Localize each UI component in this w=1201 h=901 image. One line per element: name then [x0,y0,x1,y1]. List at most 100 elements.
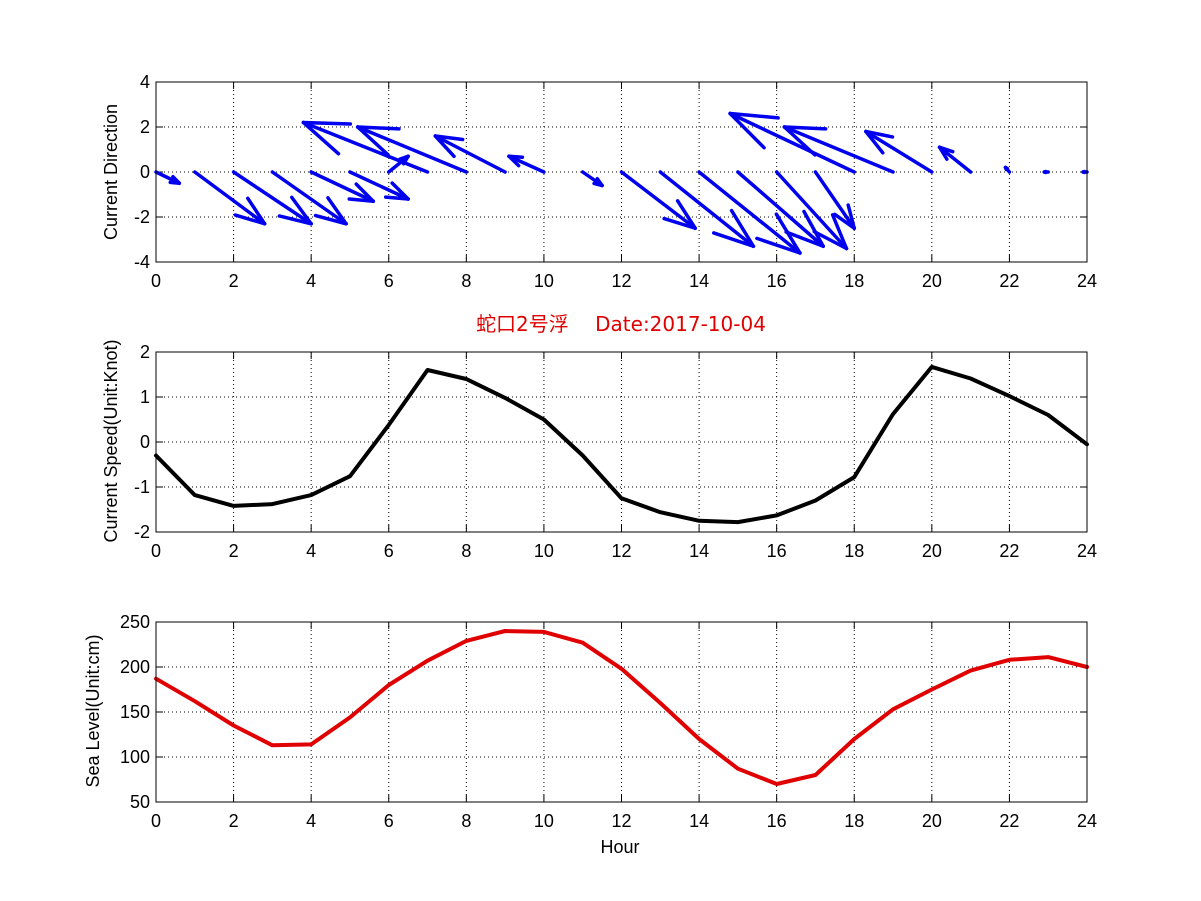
chart-title: 蛇口2号浮 Date:2017-10-04 [476,312,766,336]
x-tick-label: 0 [151,541,161,561]
direction-arrow [1042,169,1050,175]
y-tick-label: -2 [134,207,150,227]
y-tick-label: 100 [120,747,150,767]
x-tick-label: 22 [999,541,1019,561]
direction-arrow [736,170,825,248]
arrow-head-right [507,154,521,168]
x-tick-label: 24 [1077,541,1097,561]
series-line [154,364,1089,525]
arrow-head-right [782,125,817,157]
arrow-shaft [774,170,849,251]
x-tick-label: 2 [229,541,239,561]
arrow-head-right [326,196,348,226]
arrow-head-left [277,214,313,226]
arrow-head-left [712,231,756,248]
x-tick-label: 10 [534,811,554,831]
arrow-head-right [290,195,313,226]
x-tick-label: 10 [534,271,554,291]
x-tick-label: 20 [922,811,942,831]
x-tick-label: 24 [1077,811,1097,831]
x-tick-label: 22 [999,811,1019,831]
x-tick-label: 12 [611,811,631,831]
x-tick-label: 4 [306,271,316,291]
x-tick-label: 2 [229,811,239,831]
y-tick-label: -4 [134,252,150,272]
arrow-shaft [864,129,934,174]
direction-arrow [433,134,507,174]
arrow-head-right [595,176,604,188]
direction-arrow [658,170,756,248]
arrow-head-right [675,199,697,230]
x-tick-label: 6 [384,271,394,291]
direction-arrow [728,111,856,174]
ylabel-sea-level: Sea Level(Unit:cm) [83,634,103,787]
x-tick-label: 8 [461,271,471,291]
arrow-head-left [832,212,856,230]
direction-arrow [864,129,934,174]
arrow-head-left [347,197,375,203]
arrow-head-left [784,230,825,248]
x-tick-label: 16 [767,541,787,561]
arrow-shaft [736,170,825,248]
direction-arrow [1003,165,1012,174]
x-tick-label: 24 [1077,271,1097,291]
axes-frame [155,351,1088,533]
arrow-head-right [301,120,341,156]
arrow-shaft [355,125,469,174]
x-tick-label: 6 [384,811,394,831]
direction-arrow [348,170,410,201]
y-tick-label: 4 [140,72,150,92]
arrow-head-left [355,125,401,131]
x-tick-label: 18 [844,541,864,561]
arrow-head-right [171,174,182,185]
direction-arrow [507,154,546,174]
y-tick-label: 0 [140,162,150,182]
arrow-shaft [782,125,895,174]
x-tick-label: 0 [151,271,161,291]
direction-arrow [355,125,469,174]
arrow-shaft [309,170,375,203]
arrow-head-left [782,125,828,131]
y-tick-label: 250 [120,612,150,632]
x-tick-label: 18 [844,271,864,291]
direction-arrow [231,170,313,226]
arrow-shaft [658,170,756,248]
x-tick-label: 18 [844,811,864,831]
x-tick-label: 20 [922,271,942,291]
x-tick-label: 6 [384,541,394,561]
arrow-head-right [846,203,856,230]
arrow-head-right [246,196,267,226]
axes-frame [155,81,1088,263]
arrow-shaft [697,170,802,255]
arrow-head-right [830,213,849,251]
series-line [154,629,1089,786]
direction-arrow [813,170,856,230]
direction-arrow [309,170,375,203]
plot-area [156,352,1087,532]
y-tick-label: 50 [130,792,150,812]
arrow-head-right [354,182,375,203]
arrow-head-right [355,125,390,157]
direction-arrow [193,170,267,226]
y-tick-label: -2 [134,522,150,542]
y-tick-label: 2 [140,117,150,137]
arrow-head-right [728,111,766,150]
direction-arrow [580,170,604,188]
arrow-head-left [728,111,780,120]
direction-arrow [154,170,182,185]
plot-area [156,622,1087,802]
arrow-head-right [433,134,456,159]
xlabel-hour: Hour [600,837,639,857]
x-tick-label: 14 [689,271,709,291]
axes-frame [155,621,1088,803]
arrow-shaft [231,170,313,226]
arrow-head-right [729,208,756,248]
x-tick-label: 12 [611,541,631,561]
arrow-head-left [301,120,353,126]
arrow-shaft [348,170,410,201]
y-tick-label: 150 [120,702,150,722]
direction-arrow [774,170,849,251]
